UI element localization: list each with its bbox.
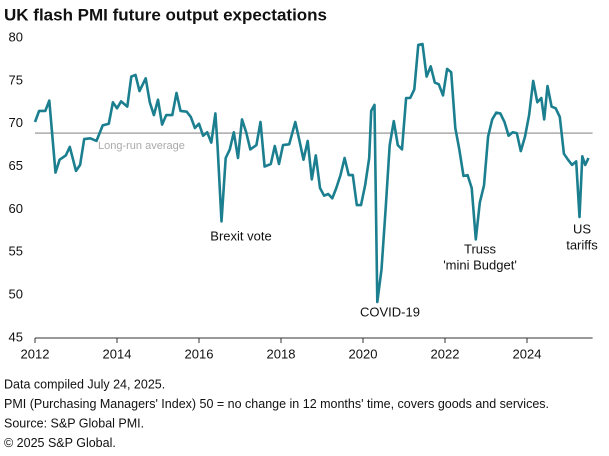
reference-label: Long-run average (98, 140, 185, 152)
annotation: 'mini Budget' (443, 257, 517, 272)
y-tick-label: 45 (9, 329, 23, 344)
x-tick-label: 2012 (21, 346, 50, 361)
annotation: Truss (464, 241, 497, 256)
y-tick-label: 50 (9, 287, 23, 302)
footnote: Source: S&P Global PMI. (4, 416, 144, 430)
y-tick-label: 70 (9, 115, 23, 130)
x-tick-label: 2024 (513, 346, 542, 361)
annotation: Brexit vote (210, 228, 271, 243)
x-tick-label: 2020 (349, 346, 378, 361)
footnote: PMI (Purchasing Managers' Index) 50 = no… (4, 397, 549, 411)
y-tick-label: 75 (9, 72, 23, 87)
annotation: COVID-19 (360, 304, 420, 319)
footnote: Data compiled July 24, 2025. (4, 377, 165, 391)
x-tick-label: 2022 (431, 346, 460, 361)
x-tick-label: 2014 (103, 346, 132, 361)
annotation: US (573, 221, 591, 236)
annotation: tariffs (566, 237, 598, 252)
x-tick-label: 2018 (267, 346, 296, 361)
footnote: © 2025 S&P Global. (4, 436, 116, 450)
data-line (33, 42, 590, 304)
y-tick-label: 65 (9, 158, 23, 173)
x-tick-label: 2016 (185, 346, 214, 361)
y-tick-label: 60 (9, 201, 23, 216)
y-tick-label: 80 (9, 29, 23, 44)
y-tick-label: 55 (9, 244, 23, 259)
chart-title: UK flash PMI future output expectations (4, 5, 327, 24)
